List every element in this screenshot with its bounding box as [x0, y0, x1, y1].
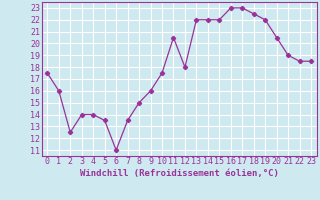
X-axis label: Windchill (Refroidissement éolien,°C): Windchill (Refroidissement éolien,°C): [80, 169, 279, 178]
